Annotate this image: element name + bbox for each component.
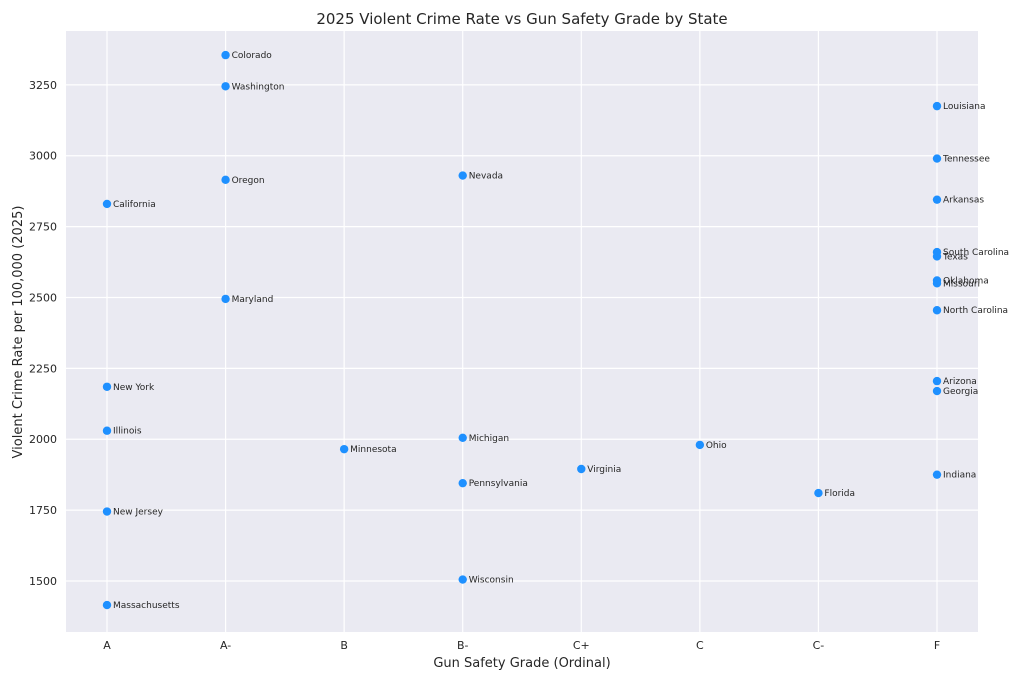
- data-point: [932, 470, 942, 479]
- point-label: Nevada: [469, 172, 503, 182]
- point-label: Washington: [232, 82, 285, 92]
- point-label: Massachusetts: [113, 601, 180, 611]
- point-label: North Carolina: [943, 306, 1008, 316]
- y-tick-label: 2750: [29, 221, 57, 234]
- point-label: New York: [113, 383, 155, 393]
- point-label: Tennessee: [942, 155, 990, 165]
- data-point: [102, 426, 112, 435]
- data-point: [458, 478, 467, 488]
- data-point: [458, 171, 467, 180]
- data-point: [932, 195, 942, 204]
- y-axis-ticks: 1500 1750 2000 2250 2500 2750 3000 3250: [29, 79, 57, 588]
- point-label: Indiana: [943, 471, 976, 481]
- data-point: [932, 306, 942, 315]
- data-point: [339, 444, 349, 454]
- x-tick-label: A: [103, 639, 111, 652]
- chart-title: 2025 Violent Crime Rate vs Gun Safety Gr…: [316, 10, 727, 28]
- point-label: Ohio: [706, 441, 727, 451]
- point-label: Missouri: [943, 279, 980, 289]
- data-point: [458, 433, 467, 443]
- x-tick-label: B-: [457, 639, 469, 652]
- data-point: [458, 575, 467, 584]
- data-point: [577, 464, 586, 474]
- data-point: [221, 175, 230, 185]
- data-point: [102, 382, 112, 391]
- point-label: Oklahoma: [943, 276, 989, 286]
- data-point: [932, 376, 942, 386]
- x-tick-label: B: [340, 639, 348, 652]
- y-tick-label: 2500: [29, 291, 57, 304]
- point-label: Pennsylvania: [469, 479, 528, 489]
- point-label: Illinois: [113, 427, 142, 437]
- point-label: Oregon: [232, 176, 265, 186]
- point-label: Georgia: [943, 387, 978, 397]
- point-label: Arizona: [943, 377, 977, 387]
- data-point: [932, 101, 942, 111]
- point-label: Texas: [942, 252, 968, 262]
- data-point: [814, 488, 823, 498]
- data-points: [102, 50, 942, 610]
- x-axis-ticks: A A- B B- C+ C C- F: [103, 639, 940, 652]
- data-point: [102, 199, 112, 209]
- point-label: Arkansas: [943, 196, 984, 206]
- plot-area: [66, 31, 978, 632]
- data-point: [695, 440, 705, 450]
- point-label: Colorado: [232, 51, 273, 61]
- data-point: [221, 294, 230, 304]
- data-point: [102, 600, 112, 610]
- y-tick-label: 2000: [29, 433, 57, 446]
- data-point: [221, 50, 230, 60]
- point-label: New Jersey: [113, 508, 164, 518]
- data-point: [932, 279, 942, 288]
- y-tick-label: 2250: [29, 362, 57, 375]
- data-point: [932, 252, 942, 261]
- point-label: Virginia: [587, 465, 621, 475]
- y-tick-label: 3250: [29, 79, 57, 92]
- point-label: Florida: [824, 489, 855, 499]
- x-tick-label: C: [696, 639, 704, 652]
- data-point: [102, 507, 112, 516]
- point-label: Wisconsin: [469, 576, 514, 586]
- point-label: South Carolina: [943, 248, 1009, 258]
- point-labels: California New York Illinois New Jersey Mass…: [113, 51, 1009, 611]
- grid: [66, 31, 978, 632]
- y-tick-label: 3000: [29, 150, 57, 163]
- x-axis-label: Gun Safety Grade (Ordinal): [433, 656, 610, 671]
- x-tick-label: C+: [573, 639, 590, 652]
- y-tick-label: 1500: [29, 575, 57, 588]
- y-tick-label: 1750: [29, 504, 57, 517]
- data-point: [932, 154, 942, 163]
- point-label: Minnesota: [350, 445, 396, 455]
- x-tick-label: A-: [220, 639, 231, 652]
- point-label: Louisiana: [943, 102, 986, 112]
- x-tick-label: F: [934, 639, 940, 652]
- point-label: Michigan: [469, 434, 509, 444]
- data-point: [932, 386, 942, 396]
- point-label: California: [113, 200, 156, 210]
- point-label: Maryland: [232, 295, 274, 305]
- x-tick-label: C-: [813, 639, 825, 652]
- data-point: [221, 82, 230, 91]
- y-axis-label: Violent Crime Rate per 100,000 (2025): [11, 206, 26, 459]
